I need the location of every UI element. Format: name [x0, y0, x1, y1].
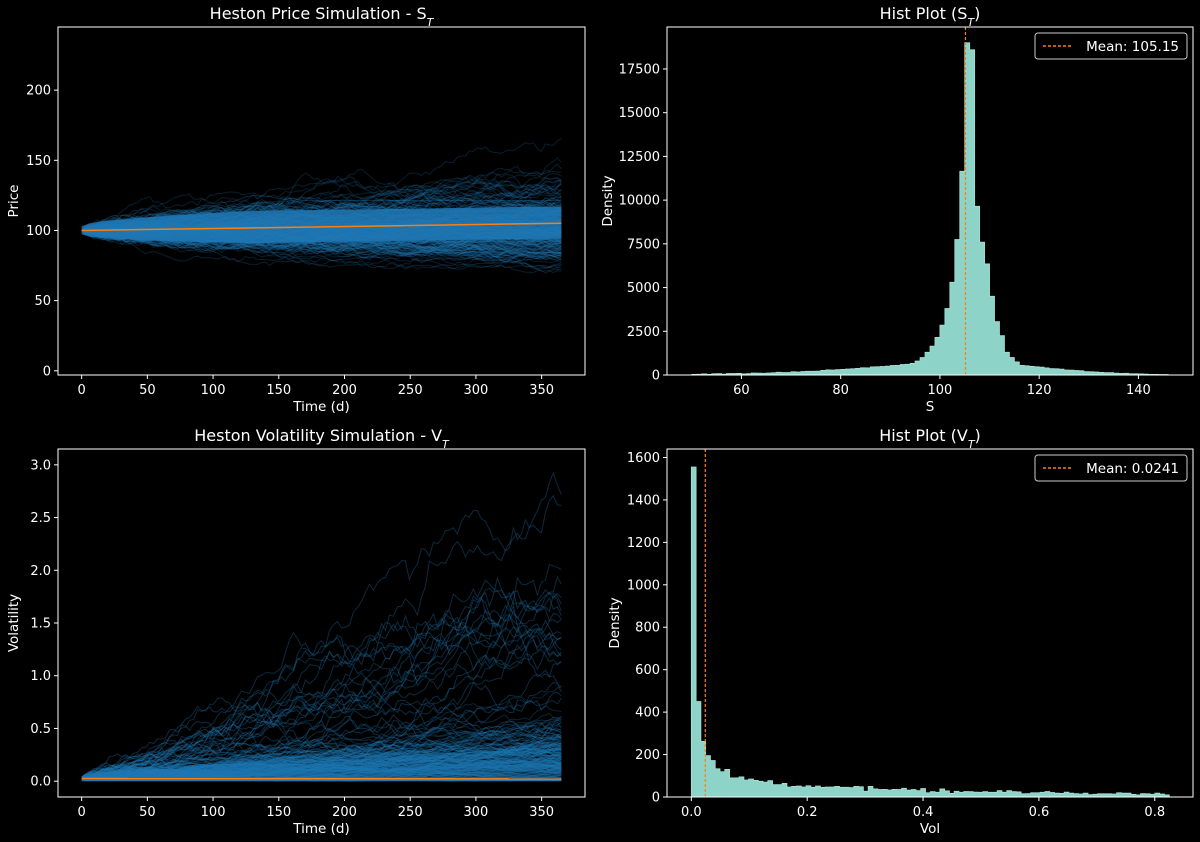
x-tick-label: 100	[201, 805, 226, 820]
x-tick-label: 140	[1126, 383, 1151, 398]
x-tick-label: 0.6	[1029, 805, 1050, 820]
chart-title: Hist Plot (VT)	[879, 426, 981, 451]
y-tick-label: 1.5	[30, 617, 51, 632]
x-tick-label: 120	[1027, 383, 1052, 398]
y-tick-label: 200	[635, 748, 660, 763]
y-tick-label: 0	[43, 364, 51, 379]
y-tick-label: 1600	[627, 451, 660, 466]
y-tick-label: 2.5	[30, 511, 51, 526]
x-tick-label: 0.2	[797, 805, 818, 820]
axes-frame	[666, 448, 1194, 798]
y-tick-label: 0.0	[30, 775, 51, 790]
x-tick-label: 250	[398, 383, 423, 398]
y-tick-label: 1.0	[30, 669, 51, 684]
x-tick-label: 50	[139, 383, 156, 398]
dense-path-band	[81, 206, 562, 244]
chart-title: Hist Plot (ST)	[880, 4, 981, 29]
x-tick-label: 350	[529, 383, 554, 398]
price-paths	[81, 137, 562, 274]
x-tick-label: 0.4	[913, 805, 934, 820]
y-axis-label: Density	[600, 175, 616, 226]
vol-sim-axes: Heston Volatility Simulation - VT 0 50 100 1…	[6, 426, 586, 837]
x-tick-label: 200	[332, 805, 357, 820]
x-tick-label: 80	[832, 383, 849, 398]
histogram-bars	[690, 466, 1170, 798]
y-tick-label: 7500	[627, 237, 660, 252]
y-tick-label: 15000	[619, 106, 660, 121]
y-tick-label: 12500	[619, 150, 660, 165]
y-tick-label: 10000	[619, 194, 660, 209]
legend: Mean: 105.15	[1034, 32, 1188, 60]
x-tick-label: 0	[78, 805, 86, 820]
price-hist-bars	[691, 27, 1169, 376]
dense-path-band	[81, 767, 562, 782]
y-tick-label: 400	[635, 706, 660, 721]
legend-label: Mean: 0.0241	[1086, 461, 1179, 477]
mean-price-line	[81, 222, 562, 232]
y-tick-label: 0.5	[30, 722, 51, 737]
x-tick-label: 50	[139, 805, 156, 820]
vol-hist-axes: Hist Plot (VT) 0.0 0.2 0.4 0.6 0.8 0 200 400 600 8…	[607, 426, 1194, 837]
y-tick-label: 0	[652, 369, 660, 384]
x-tick-label: 300	[464, 383, 489, 398]
y-tick-label: 200	[26, 84, 51, 99]
chart-title: Heston Price Simulation - ST	[210, 4, 435, 29]
y-tick-label: 1000	[627, 578, 660, 593]
x-tick-label: 350	[529, 805, 554, 820]
x-axis-label: Time (d)	[292, 821, 349, 837]
x-axis-label: Vol	[920, 821, 940, 837]
y-axis-label: Volatility	[6, 594, 22, 652]
y-tick-label: 5000	[627, 281, 660, 296]
y-tick-label: 1400	[627, 493, 660, 508]
y-tick-label: 3.0	[30, 458, 51, 473]
x-tick-label: 150	[266, 805, 291, 820]
x-tick-label: 100	[928, 383, 953, 398]
legend: Mean: 0.0241	[1034, 454, 1188, 482]
x-tick-label: 300	[464, 805, 489, 820]
x-tick-label: 250	[398, 805, 423, 820]
x-axis-label: Time (d)	[292, 399, 349, 415]
x-tick-label: 0.0	[681, 805, 702, 820]
axes-frame	[57, 26, 586, 376]
x-tick-label: 0.8	[1144, 805, 1165, 820]
y-tick-label: 800	[635, 621, 660, 636]
vol-paths	[81, 471, 562, 782]
y-tick-label: 150	[26, 154, 51, 169]
y-tick-label: 2.0	[30, 564, 51, 579]
axes-frame	[666, 26, 1194, 376]
chart-title: Heston Volatility Simulation - VT	[194, 426, 450, 451]
y-tick-label: 100	[26, 224, 51, 239]
y-axis-label: Density	[607, 597, 623, 648]
price-sim-axes: Heston Price Simulation - ST 0 50 100 150 200…	[6, 4, 586, 415]
y-tick-label: 600	[635, 663, 660, 678]
x-tick-label: 150	[266, 383, 291, 398]
x-tick-label: 100	[201, 383, 226, 398]
vol-hist-bars	[690, 449, 1170, 798]
histogram-bars	[691, 42, 1169, 376]
x-tick-label: 60	[733, 383, 750, 398]
x-tick-label: 200	[332, 383, 357, 398]
legend-label: Mean: 105.15	[1086, 39, 1179, 55]
x-axis-label: S	[926, 399, 935, 415]
x-tick-label: 0	[78, 383, 86, 398]
y-tick-label: 1200	[627, 536, 660, 551]
price-hist-axes: Hist Plot (ST) 60 80 100 120 140 0 2500 5000 7500…	[600, 4, 1194, 415]
y-tick-label: 50	[34, 294, 51, 309]
y-axis-label: Price	[6, 185, 22, 218]
y-tick-label: 0	[652, 791, 660, 806]
y-tick-label: 2500	[627, 325, 660, 340]
y-tick-label: 17500	[619, 62, 660, 77]
